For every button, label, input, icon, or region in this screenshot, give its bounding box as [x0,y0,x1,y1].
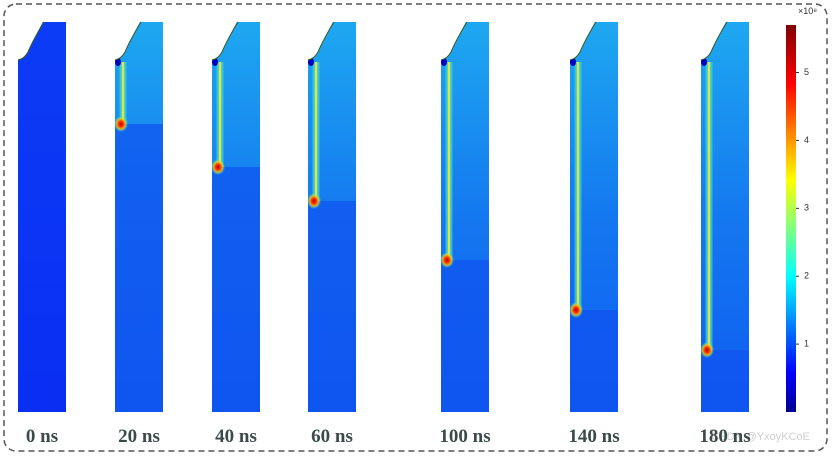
electrode [569,20,596,60]
panel-lower [701,350,749,412]
streamer-head [211,159,225,175]
watermark: CSDN @YxoyKCoE [711,431,810,443]
panel [440,20,489,412]
panel-label: 180 ns [699,426,750,447]
streamer-head [307,193,321,209]
electrode-edge [440,21,468,61]
streamer-head [440,252,454,268]
electrode [211,20,238,60]
electrode-edge [17,21,45,61]
panel [700,20,749,412]
electrode [307,20,334,60]
panel-lower [308,201,356,412]
panel [211,20,260,412]
panel [114,20,163,412]
colorbar-tick-label: 5 [804,67,809,77]
panel-label: 20 ns [118,426,160,447]
colorbar-tick-label: 1 [804,338,809,348]
electrode-edge [307,21,335,61]
panel-label: 0 ns [26,426,58,447]
panel-lower [212,167,260,412]
colorbar-exponent: ×10⁸ [798,6,817,16]
panel-field [18,22,66,412]
streamer-head [114,116,128,132]
panel-label: 100 ns [439,426,490,447]
streamer-head [569,302,583,318]
panel-lower [570,310,618,412]
electrode [17,20,44,60]
electrode-edge [569,21,597,61]
panel [569,20,618,412]
colorbar-tick-label: 4 [804,135,809,145]
electrode-edge [700,21,728,61]
panel-label: 60 ns [311,426,353,447]
colorbar-tick-label: 3 [804,203,809,213]
streamer-head [700,342,714,358]
electrode-edge [114,21,142,61]
panel-lower [115,124,163,412]
electrode [700,20,727,60]
electrode [114,20,141,60]
electrode [440,20,467,60]
colorbar [786,25,796,412]
colorbar-tick-label: 2 [804,271,809,281]
electrode-edge [211,21,239,61]
panel-label: 40 ns [215,426,257,447]
panel [17,20,66,412]
panel-label: 140 ns [568,426,619,447]
panel-lower [441,260,489,412]
panel [307,20,356,412]
